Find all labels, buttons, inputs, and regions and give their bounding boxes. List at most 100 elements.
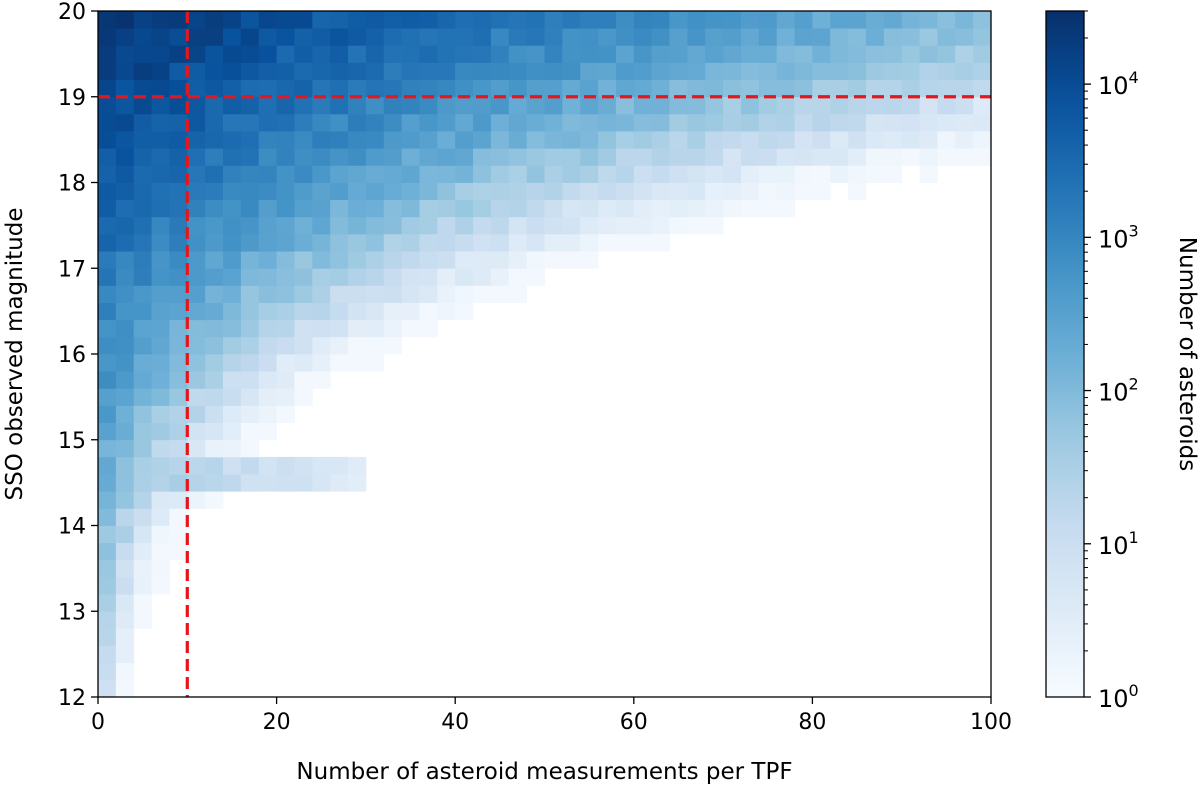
heatmap-cell xyxy=(330,113,349,132)
heatmap-cell xyxy=(669,216,688,235)
heatmap-cell xyxy=(205,354,224,372)
heatmap-cell xyxy=(169,508,188,526)
heatmap-cell xyxy=(348,45,367,63)
heatmap-cell xyxy=(865,62,885,80)
heatmap-cell xyxy=(205,131,224,149)
heatmap-cell xyxy=(133,199,152,218)
heatmap-cell xyxy=(848,131,867,149)
heatmap-cell xyxy=(723,45,742,63)
heatmap-cell xyxy=(419,113,438,132)
heatmap-cell xyxy=(705,131,724,149)
heatmap-cell xyxy=(312,285,331,303)
heatmap-cell xyxy=(365,45,385,63)
heatmap-cell xyxy=(490,233,510,252)
heatmap-cell xyxy=(669,79,688,98)
heatmap-cell xyxy=(98,388,117,406)
heatmap-cell xyxy=(901,113,920,132)
heatmap-cell xyxy=(580,62,599,80)
heatmap-cell xyxy=(401,113,420,132)
heatmap-cell xyxy=(508,165,528,183)
heatmap-cell xyxy=(723,28,742,46)
heatmap-cell xyxy=(258,422,277,441)
heatmap-cell xyxy=(169,131,188,149)
heatmap-cell xyxy=(312,28,331,46)
heatmap-cell xyxy=(526,45,545,63)
heatmap-cell xyxy=(169,182,188,201)
heatmap-cell xyxy=(187,251,206,269)
heatmap-cell xyxy=(794,28,813,46)
heatmap-cell xyxy=(240,45,260,63)
heatmap-cell xyxy=(365,251,385,269)
heatmap-cell xyxy=(98,148,117,166)
heatmap-cell xyxy=(205,491,224,509)
heatmap-cell xyxy=(312,148,331,166)
heatmap-cell xyxy=(758,199,778,218)
heatmap-cell xyxy=(562,165,581,183)
heatmap-cell xyxy=(330,11,349,29)
heatmap-cell xyxy=(508,251,528,269)
heatmap-cell xyxy=(955,79,974,98)
heatmap-cell xyxy=(312,216,331,235)
heatmap-cell xyxy=(205,302,224,321)
heatmap-cell xyxy=(473,182,492,201)
heatmap-cell xyxy=(437,148,456,166)
heatmap-cell xyxy=(401,45,420,63)
heatmap-cell xyxy=(312,199,331,218)
heatmap-cell xyxy=(651,62,670,80)
heatmap-cell xyxy=(223,233,242,252)
heatmap-cell xyxy=(651,79,670,98)
heatmap-cell xyxy=(669,62,688,80)
heatmap-cell xyxy=(419,285,438,303)
heatmap-cell xyxy=(901,148,920,166)
heatmap-cell xyxy=(205,62,224,80)
heatmap-cell xyxy=(348,165,367,183)
heatmap-cell xyxy=(151,456,170,475)
heatmap-cell xyxy=(419,251,438,269)
heatmap-cell xyxy=(705,182,724,201)
heatmap-cell xyxy=(758,131,778,149)
heatmap-cell xyxy=(330,319,349,338)
heatmap-cell xyxy=(365,62,385,80)
heatmap-cell xyxy=(348,319,367,338)
heatmap-cell xyxy=(223,131,242,149)
x-tick-label: 80 xyxy=(798,710,826,735)
heatmap-cell xyxy=(276,11,295,29)
heatmap-cell xyxy=(276,285,295,303)
heatmap-cell xyxy=(294,113,313,132)
heatmap-cell xyxy=(473,131,492,149)
heatmap-cell xyxy=(723,182,742,201)
heatmap-cell xyxy=(473,96,492,115)
heatmap-cell xyxy=(830,165,849,183)
heatmap-cell xyxy=(133,611,152,629)
heatmap-cell xyxy=(258,319,277,338)
heatmap-cell xyxy=(508,11,528,29)
heatmap-cell xyxy=(151,508,170,526)
heatmap-cell xyxy=(169,216,188,235)
heatmap-cell xyxy=(294,371,313,389)
heatmap-cell xyxy=(187,216,206,235)
heatmap-cell xyxy=(169,525,188,544)
heatmap-cell xyxy=(437,45,456,63)
heatmap-cell xyxy=(794,45,813,63)
heatmap-cell xyxy=(633,11,653,29)
heatmap-cell xyxy=(901,28,920,46)
heatmap-cell xyxy=(133,96,152,115)
heatmap-cell xyxy=(223,216,242,235)
y-tick-label: 20 xyxy=(58,0,86,25)
heatmap-cell xyxy=(544,113,563,132)
heatmap-cell xyxy=(705,216,724,235)
heatmap-cell xyxy=(651,216,670,235)
heatmap-cell xyxy=(240,79,260,98)
heatmap-cell xyxy=(276,405,295,423)
x-tick-label: 60 xyxy=(620,710,648,735)
heatmap-cell xyxy=(276,233,295,252)
heatmap-cell xyxy=(115,45,135,63)
heatmap-cell xyxy=(98,628,117,646)
heatmap-cell xyxy=(115,371,135,389)
heatmap-cell xyxy=(151,319,170,338)
heatmap-cell xyxy=(598,96,617,115)
heatmap-cell xyxy=(365,113,385,132)
heatmap-cell xyxy=(526,233,545,252)
heatmap-cell xyxy=(705,62,724,80)
heatmap-cell xyxy=(240,165,260,183)
